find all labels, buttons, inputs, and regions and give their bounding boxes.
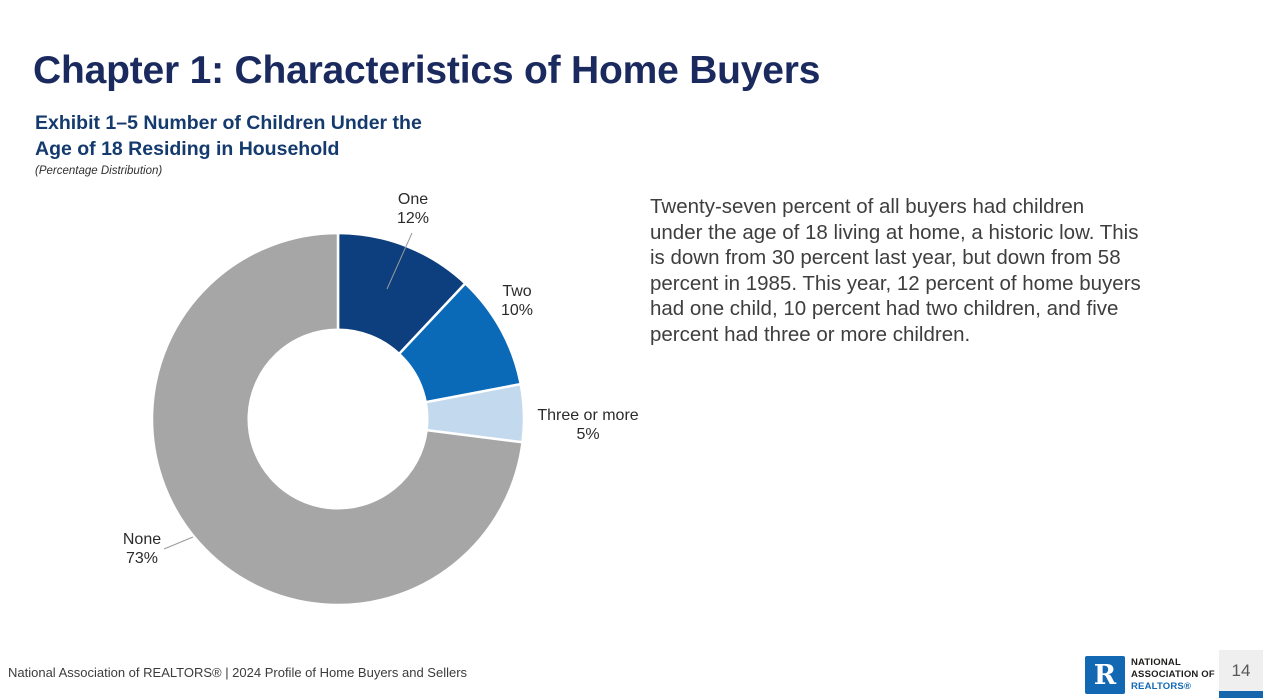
nar-logo-line1: NATIONAL [1131,657,1181,668]
exhibit-title-line1: Exhibit 1–5 Number of Children Under the [35,112,422,134]
page-number-badge: 14 [1219,650,1263,691]
slice-label-three-value: 5% [576,426,600,443]
slice-label-two: Two 10% [457,282,577,320]
nar-logo-r-icon: R [1085,656,1125,694]
slice-label-one: One 12% [353,190,473,228]
donut-segments [150,231,526,607]
leader-line-none [163,536,194,550]
nar-logo-line2: ASSOCIATION OF [1131,669,1215,680]
slice-label-one-name: One [397,191,429,208]
nar-logo-line3: REALTORS® [1131,681,1192,692]
slice-label-none-value: 73% [125,550,159,567]
slice-label-none: None 73% [82,530,202,568]
exhibit-header: Exhibit 1–5 Number of Children Under the… [35,110,422,177]
donut-chart [150,231,526,607]
page-number-accent-bar [1219,691,1263,698]
summary-line: Twenty-seven percent of all buyers had c… [650,195,1085,218]
summary-line: percent had three or more children. [650,322,971,346]
slice-label-two-name: Two [502,283,532,300]
leader-line-one [386,232,413,290]
slice-label-three-or-more: Three or more 5% [498,406,678,444]
page-title: Chapter 1: Characteristics of Home Buyer… [33,49,821,93]
footer-source-text: National Association of REALTORS® | 2024… [8,665,468,680]
slice-label-three-name: Three or more [537,407,639,424]
slice-label-one-value: 12% [396,210,430,227]
nar-logo: R NATIONAL ASSOCIATION OF REALTORS® [1085,656,1215,695]
exhibit-subtitle: (Percentage Distribution) [35,165,163,177]
nar-logo-letter: R [1093,659,1117,691]
summary-line: is down from 30 percent last year, but d… [650,246,1121,269]
exhibit-title-line2: Age of 18 Residing in Household [35,138,340,160]
page-number: 14 [1231,660,1251,680]
slice-label-none-name: None [122,531,162,548]
summary-paragraph: Twenty-seven percent of all buyers had c… [650,194,1141,347]
summary-line: had one child, 10 percent had two childr… [650,297,1119,320]
donut-slice-none [150,231,524,607]
summary-line: under the age of 18 living at home, a hi… [650,220,1139,244]
summary-line: percent in 1985. This year, 12 percent o… [650,271,1141,295]
slice-label-two-value: 10% [500,302,534,319]
nar-logo-wordmark: NATIONAL ASSOCIATION OF REALTORS® [1131,657,1215,693]
